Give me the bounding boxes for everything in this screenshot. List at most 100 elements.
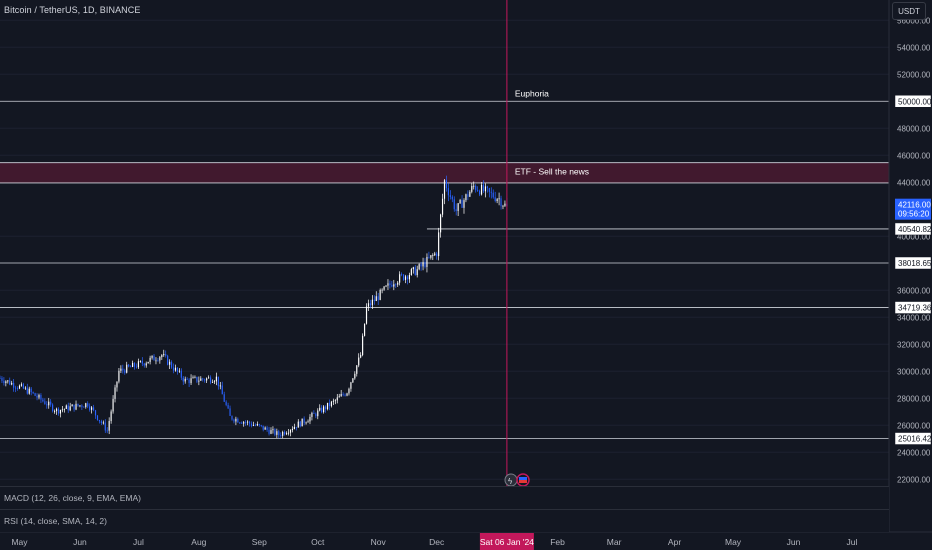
annotation-euphoria[interactable]: Euphoria [515, 88, 549, 98]
candle-body-222 [432, 255, 434, 256]
indicator-macd[interactable]: MACD (12, 26, close, 9, EMA, EMA) [0, 486, 889, 510]
candle-body-196 [381, 289, 383, 291]
candle-body-193 [375, 296, 377, 302]
time-label-11: May [725, 537, 742, 547]
price-tick-1: 54000.00 [897, 43, 931, 52]
candle-body-43 [83, 406, 85, 408]
candle-body-80 [155, 360, 157, 362]
candle-body-47 [91, 407, 93, 410]
candle-body-155 [301, 418, 303, 427]
horizontal-levels[interactable] [0, 100, 889, 439]
time-label-6: Nov [371, 537, 387, 547]
candle-body-147 [286, 433, 288, 435]
level-badge-3: 34719.36 [898, 304, 932, 313]
candle-body-216 [420, 264, 422, 267]
candle-body-171 [332, 400, 334, 402]
candle-body-28 [54, 411, 56, 412]
candle-body-10 [18, 385, 21, 389]
candle-body-132 [256, 424, 258, 426]
candle-body-234 [455, 209, 457, 211]
candle-body-39 [75, 403, 77, 410]
candle-body-200 [389, 283, 391, 285]
candle-body-125 [243, 422, 245, 424]
currency-button[interactable]: USDT [892, 2, 926, 20]
candle-body-131 [254, 424, 256, 426]
candle-body-122 [237, 418, 239, 423]
candle-body-167 [324, 406, 327, 410]
event-icons[interactable]: ϟ [504, 473, 530, 487]
etf-resistance-zone[interactable] [0, 162, 889, 183]
candle-body-249 [484, 186, 487, 192]
candle-body-238 [463, 200, 465, 208]
annotation-etf[interactable]: ETF - Sell the news [515, 167, 589, 177]
candle-body-161 [313, 412, 315, 414]
time-label-13: Jul [847, 537, 858, 547]
candle-body-51 [98, 420, 101, 422]
candle-body-116 [225, 401, 227, 406]
candle-body-4 [7, 380, 9, 382]
candle-body-140 [272, 429, 274, 431]
candle-body-27 [52, 404, 54, 412]
candle-body-206 [401, 274, 403, 276]
candle-body-9 [16, 388, 19, 389]
candle-body-19 [36, 395, 38, 398]
candle-body-203 [395, 284, 397, 286]
candle-body-48 [92, 407, 95, 411]
candle-body-38 [73, 404, 75, 410]
candle-body-233 [453, 199, 455, 210]
candle-body-166 [323, 406, 325, 413]
candle-body-190 [369, 303, 372, 306]
candle-body-146 [284, 431, 286, 435]
candle-body-134 [260, 425, 262, 426]
candle-body-65 [126, 364, 128, 373]
candle-body-15 [28, 388, 30, 394]
candle-body-257 [500, 198, 502, 207]
price-tick-4: 46000.00 [897, 151, 931, 160]
candle-body-85 [165, 354, 167, 356]
candle-body-142 [276, 431, 278, 435]
candle-body-211 [410, 269, 412, 275]
candle-body-259 [504, 203, 506, 206]
candle-body-66 [128, 364, 130, 367]
candle-body-228 [443, 180, 446, 199]
candle-body-164 [319, 407, 321, 411]
candle-body-70 [135, 366, 138, 368]
candle-body-101 [196, 376, 198, 382]
symbol-title[interactable]: Bitcoin / TetherUS, 1D, BINANCE [4, 5, 141, 15]
candle-body-34 [65, 405, 67, 409]
candle-body-184 [358, 357, 360, 366]
candle-body-107 [208, 377, 210, 379]
candle-body-55 [106, 430, 108, 432]
time-label-0: May [11, 537, 28, 547]
candle-body-183 [356, 365, 358, 374]
candle-body-135 [262, 425, 264, 430]
candle-body-205 [399, 274, 401, 283]
candle-body-154 [299, 421, 301, 427]
candle-body-82 [159, 357, 161, 361]
candle-body-139 [270, 430, 272, 434]
candle-body-99 [192, 377, 194, 379]
price-tick-6: 40000.00 [897, 232, 931, 241]
candle-body-248 [482, 184, 485, 192]
svg-text:ϟ: ϟ [508, 477, 513, 486]
candle-body-83 [161, 355, 163, 358]
price-tick-11: 28000.00 [897, 394, 931, 403]
candle-body-58 [112, 398, 114, 412]
time-axis[interactable]: May Jun Jul Aug Sep Oct Nov Dec Feb Mar Apr May Jun J… [11, 537, 857, 547]
candle-body-86 [167, 355, 169, 365]
price-axis[interactable]: 56000.00 54000.00 52000.00 48000.00 46000.00… [897, 16, 931, 484]
indicator-rsi[interactable]: RSI (14, close, SMA, 14, 2) [0, 509, 889, 532]
candle-body-68 [131, 362, 134, 367]
price-tick-5: 44000.00 [897, 178, 931, 187]
candle-body-24 [46, 404, 48, 406]
candle-body-117 [227, 405, 229, 409]
candle-body-245 [477, 190, 479, 192]
candle-body-29 [55, 408, 58, 412]
time-label-10: Apr [668, 537, 681, 547]
candle-body-11 [20, 384, 23, 386]
time-label-8: Feb [550, 537, 565, 547]
candle-body-169 [328, 402, 331, 407]
candle-body-32 [61, 409, 63, 411]
candle-body-25 [48, 401, 50, 406]
